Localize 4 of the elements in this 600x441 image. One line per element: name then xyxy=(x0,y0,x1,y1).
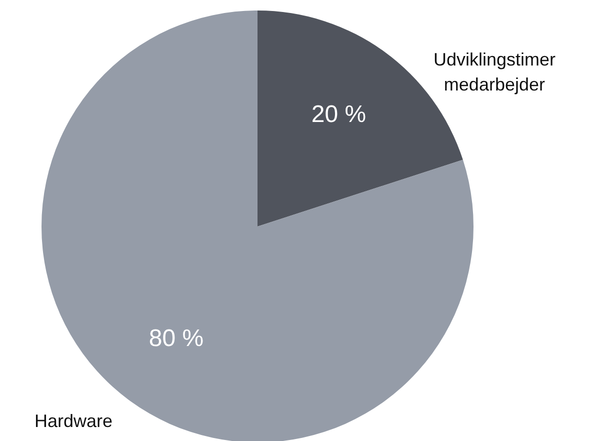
slice-label: Hardware xyxy=(34,411,113,432)
data-label: 80 % xyxy=(148,324,204,352)
slice-label: Udviklingstimer medarbejder xyxy=(433,49,556,94)
data-label: 20 % xyxy=(311,101,366,128)
